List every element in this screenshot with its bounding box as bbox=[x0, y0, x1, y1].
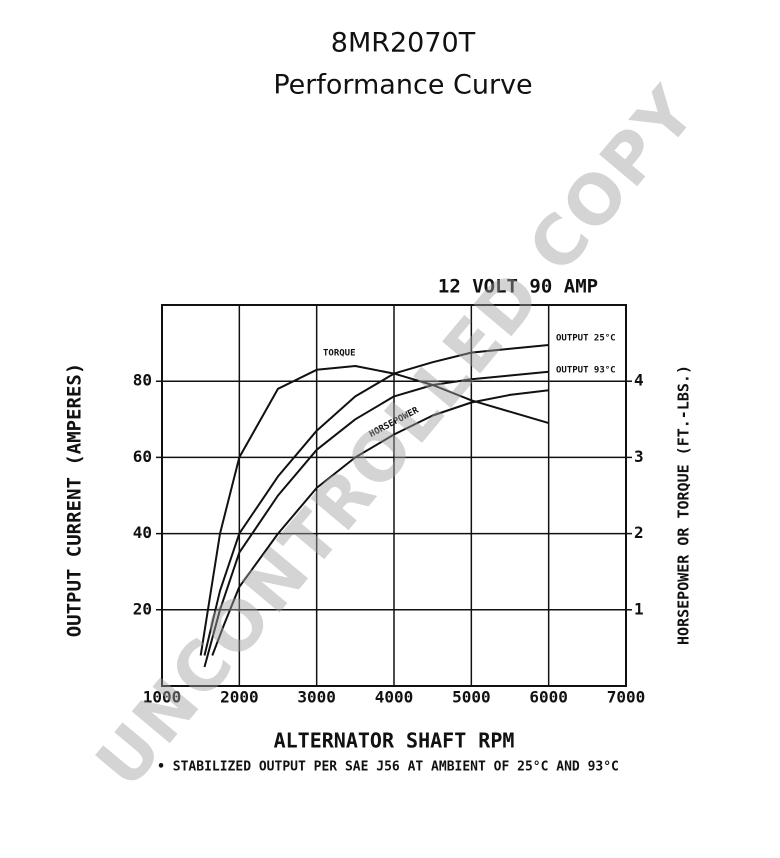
x-tick-label: 2000 bbox=[220, 688, 259, 707]
footnote: • STABILIZED OUTPUT PER SAE J56 AT AMBIE… bbox=[157, 760, 619, 775]
x-axis-label: ALTERNATOR SHAFT RPM bbox=[274, 729, 515, 753]
x-tick-label: 3000 bbox=[297, 688, 336, 707]
y2-tick-label: 1 bbox=[634, 599, 644, 618]
curve bbox=[199, 365, 549, 656]
curve bbox=[203, 344, 549, 656]
curve-label: OUTPUT 93°C bbox=[556, 366, 616, 376]
y-tick-label: 20 bbox=[133, 599, 152, 618]
y2-tick-label: 2 bbox=[634, 523, 644, 542]
x-tick-label: 4000 bbox=[375, 688, 414, 707]
x-tick-label: 7000 bbox=[607, 688, 646, 707]
curve-label: OUTPUT 25°C bbox=[556, 334, 616, 344]
x-tick-label: 1000 bbox=[143, 688, 182, 707]
y-tick-label: 80 bbox=[133, 371, 152, 390]
y-tick-label: 60 bbox=[133, 447, 152, 466]
x-tick-label: 5000 bbox=[452, 688, 491, 707]
y2-axis-label: HORSEPOWER OR TORQUE (FT.-LBS.) bbox=[675, 365, 693, 645]
y2-tick-label: 4 bbox=[634, 371, 644, 390]
y2-tick-label: 3 bbox=[634, 447, 644, 466]
curve-label: TORQUE bbox=[323, 349, 356, 359]
y-tick-label: 40 bbox=[133, 523, 152, 542]
chart-subtitle: Performance Curve bbox=[273, 70, 532, 101]
x-tick-label: 6000 bbox=[529, 688, 568, 707]
annotation: 12 VOLT 90 AMP bbox=[438, 276, 598, 298]
curve bbox=[211, 389, 549, 656]
chart-title: 8MR2070T bbox=[331, 28, 476, 59]
y-axis-label: OUTPUT CURRENT (AMPERES) bbox=[64, 363, 86, 638]
curve bbox=[203, 370, 549, 668]
